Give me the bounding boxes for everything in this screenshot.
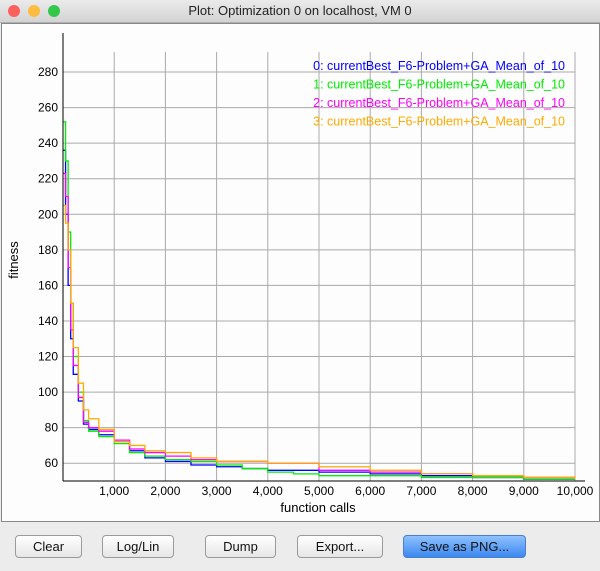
x-tick-label: 9,000 (509, 484, 539, 498)
y-tick-label: 60 (45, 456, 59, 470)
x-tick-label: 4,000 (253, 484, 283, 498)
y-tick-label: 200 (38, 207, 58, 221)
y-tick-label: 260 (38, 101, 58, 115)
x-tick-label: 2,000 (150, 484, 180, 498)
y-tick-label: 280 (38, 65, 58, 79)
y-tick-label: 100 (38, 385, 58, 399)
y-tick-label: 80 (45, 421, 59, 435)
y-tick-label: 160 (38, 278, 58, 292)
y-tick-label: 120 (38, 350, 58, 364)
minimize-button[interactable] (28, 5, 40, 17)
save-png-button[interactable]: Save as PNG... (403, 535, 526, 558)
x-axis-label: function calls (280, 500, 356, 515)
y-tick-label: 240 (38, 136, 58, 150)
log-lin-button[interactable]: Log/Lin (102, 535, 174, 558)
y-tick-label: 220 (38, 172, 58, 186)
legend-entry-1: 1: currentBest_F6-Problem+GA_Mean_of_10 (313, 78, 565, 92)
close-button[interactable] (8, 5, 20, 17)
x-tick-label: 10,000 (557, 484, 594, 498)
x-tick-label: 8,000 (458, 484, 488, 498)
export-button[interactable]: Export... (297, 535, 383, 558)
y-axis-label: fitness (6, 241, 21, 279)
clear-button[interactable]: Clear (15, 535, 82, 558)
legend-entry-2: 2: currentBest_F6-Problem+GA_Mean_of_10 (313, 96, 565, 110)
x-tick-label: 5,000 (304, 484, 334, 498)
title-bar: Plot: Optimization 0 on localhost, VM 0 (0, 0, 600, 23)
legend-entry-0: 0: currentBest_F6-Problem+GA_Mean_of_10 (313, 59, 565, 73)
window-title: Plot: Optimization 0 on localhost, VM 0 (188, 3, 412, 18)
x-tick-label: 3,000 (202, 484, 232, 498)
series-line-3 (63, 204, 576, 480)
plot-panel[interactable] (1, 23, 600, 522)
y-tick-label: 180 (38, 243, 58, 257)
x-tick-label: 1,000 (99, 484, 129, 498)
x-tick-label: 6,000 (355, 484, 385, 498)
x-tick-label: 7,000 (406, 484, 436, 498)
legend-entry-3: 3: currentBest_F6-Problem+GA_Mean_of_10 (313, 115, 565, 129)
zoom-button[interactable] (48, 5, 60, 17)
dump-button[interactable]: Dump (205, 535, 276, 558)
y-tick-label: 140 (38, 314, 58, 328)
